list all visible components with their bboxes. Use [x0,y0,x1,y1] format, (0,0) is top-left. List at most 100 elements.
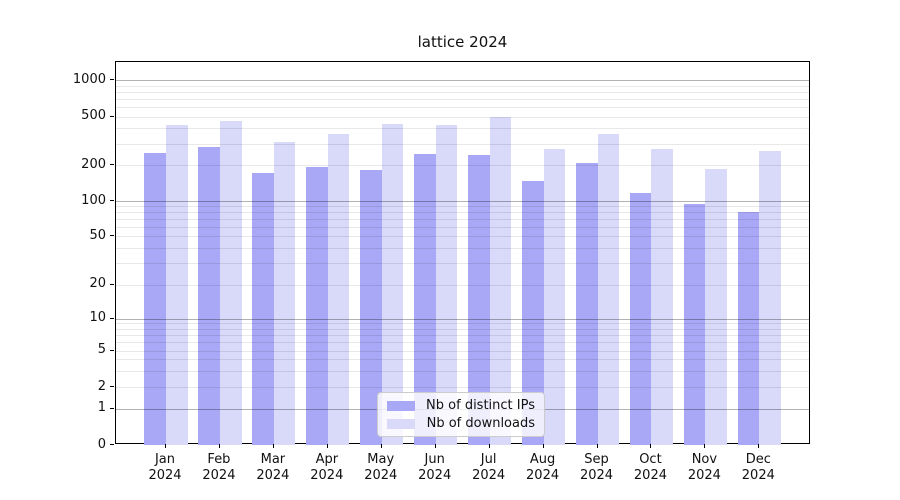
bar-distinct-ips-feb [198,147,220,445]
y-tick-mark-100 [110,200,114,201]
gridline-light-7 [116,334,809,336]
bar-distinct-ips-oct [629,193,652,445]
x-tick-mark-oct [650,444,652,448]
y-tick-label-20: 20 [89,276,106,291]
bar-distinct-ips-may [360,169,382,445]
x-tick-label-may: May 2024 [364,452,398,483]
bar-downloads-aug [543,148,566,445]
gridline-light-90 [116,206,809,208]
bar-downloads-feb [219,121,242,445]
y-tick-label-1000: 1000 [72,71,106,87]
bar-downloads-mar [273,141,296,445]
bar-distinct-ips-nov [683,204,706,445]
gridline-light-20 [116,284,809,286]
gridline-light-5 [116,350,809,352]
x-tick-label-jun: Jun 2024 [418,452,452,483]
y-tick-label-1: 1 [97,400,106,415]
x-tick-mark-sep [596,444,598,448]
x-tick-label-jul: Jul 2024 [472,452,506,483]
x-tick-label-jan: Jan 2024 [148,452,182,483]
gridline-light-200 [116,165,809,166]
chart-title: lattice 2024 [417,33,508,51]
x-tick-label-dec: Dec 2024 [741,452,775,483]
gridline-light-60 [116,226,809,228]
gridline-light-9 [116,323,809,325]
gridline-light-40 [116,247,809,249]
y-tick-label-500: 500 [81,108,106,123]
gridline-light-900 [116,85,809,87]
y-tick-label-100: 100 [81,192,106,208]
y-tick-label-50: 50 [89,227,106,243]
y-tick-label-10: 10 [89,310,106,325]
gridline-light-8 [116,328,809,330]
y-tick-mark-50 [110,235,114,236]
y-tick-mark-2 [110,386,114,387]
x-tick-label-feb: Feb 2024 [202,452,236,483]
x-tick-label-oct: Oct 2024 [633,452,667,483]
y-tick-mark-0 [110,444,114,445]
x-tick-label-nov: Nov 2024 [687,452,721,483]
gridline-light-80 [116,212,809,214]
x-tick-mark-mar [272,444,274,448]
gridline-light-400 [116,128,809,130]
y-tick-mark-1 [110,407,114,409]
gridline-major-1000 [116,80,809,81]
bar-downloads-oct [651,149,674,445]
y-tick-mark-10 [110,317,114,319]
legend-item-downloads: Nb of downloads [387,416,535,431]
y-tick-mark-5 [110,349,114,351]
bar-distinct-ips-jan [144,152,166,445]
bar-distinct-ips-sep [575,163,598,445]
gridline-major-100 [116,201,809,202]
x-tick-label-mar: Mar 2024 [256,452,290,483]
gridline-light-30 [116,263,809,265]
legend-item-distinct-ips: Nb of distinct IPs [387,398,535,413]
gridline-light-6 [116,342,809,344]
x-tick-label-aug: Aug 2024 [526,452,560,483]
bar-downloads-jul [489,117,512,445]
bar-distinct-ips-dec [737,211,760,445]
gridline-light-700 [116,98,809,100]
gridline-light-500 [116,116,809,118]
y-tick-label-0: 0 [97,436,106,452]
gridline-light-2 [116,387,809,388]
gridline-light-600 [116,106,809,108]
y-tick-label-200: 200 [81,156,106,172]
gridline-light-300 [116,143,809,145]
bar-downloads-may [381,123,404,445]
y-tick-mark-20 [110,283,114,285]
legend-label-downloads: Nb of downloads [426,416,535,431]
legend-label-distinct-ips: Nb of distinct IPs [426,398,535,413]
x-tick-mark-dec [758,444,760,448]
gridline-light-800 [116,91,809,93]
bar-downloads-jun [435,124,458,445]
y-tick-label-2: 2 [97,378,106,394]
x-tick-mark-feb [218,444,220,448]
bar-distinct-ips-aug [521,181,544,445]
gridline-light-50 [116,236,809,237]
y-tick-mark-1000 [110,79,114,80]
x-tick-label-apr: Apr 2024 [310,452,344,483]
bar-downloads-sep [597,133,620,445]
x-tick-mark-jul [488,444,490,448]
bar-downloads-apr [327,133,350,445]
gridline-light-3 [116,370,809,372]
gridline-light-70 [116,219,809,220]
x-tick-mark-jun [434,444,436,448]
legend: Nb of distinct IPs Nb of downloads [377,392,545,437]
legend-swatch-downloads [387,418,415,429]
y-tick-mark-500 [110,115,114,117]
x-tick-mark-nov [704,444,706,448]
y-tick-mark-200 [110,164,114,165]
bar-downloads-dec [759,150,781,445]
y-tick-label-5: 5 [97,342,106,357]
plot-area [115,61,810,445]
x-tick-mark-may [380,444,382,448]
x-tick-mark-aug [542,444,544,448]
bar-downloads-jan [166,125,188,445]
bar-distinct-ips-mar [252,173,274,445]
bar-distinct-ips-apr [306,167,328,445]
bar-distinct-ips-jun [414,154,436,445]
bar-downloads-nov [705,169,727,445]
